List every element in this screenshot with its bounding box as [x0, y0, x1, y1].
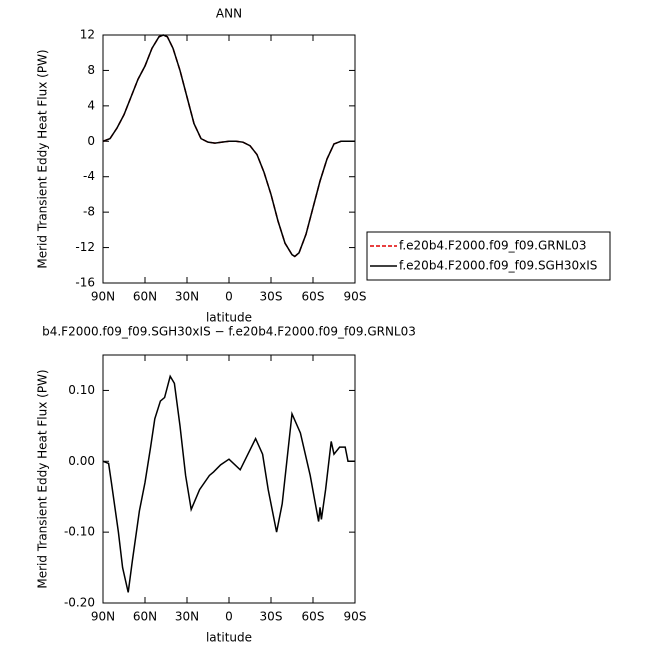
y-tick-label: 0: [87, 134, 95, 148]
x-tick-label: 60S: [302, 290, 325, 304]
x-tick-label: 30N: [175, 290, 199, 304]
x-tick-label: 30S: [260, 610, 283, 624]
legend-label: f.e20b4.F2000.f09_f09.SGH30xIS: [399, 259, 597, 273]
x-tick-label: 90S: [344, 610, 367, 624]
legend-label: f.e20b4.F2000.f09_f09.GRNL03: [399, 239, 587, 253]
chart-title: b4.F2000.f09_f09.SGH30xIS − f.e20b4.F200…: [42, 325, 416, 339]
x-tick-label: 60N: [133, 610, 157, 624]
x-tick-label: 60S: [302, 610, 325, 624]
y-tick-label: -16: [75, 276, 95, 290]
x-tick-label: 0: [225, 610, 233, 624]
x-tick-label: 90N: [91, 290, 115, 304]
x-tick-label: 90S: [344, 290, 367, 304]
x-axis-label: latitude: [206, 631, 252, 645]
y-tick-label: 8: [87, 63, 95, 77]
data-line: [102, 34, 355, 258]
y-tick-label: -12: [75, 240, 95, 254]
y-tick-label: -8: [83, 205, 95, 219]
y-tick-label: 0.10: [68, 383, 95, 397]
x-tick-label: 30S: [260, 290, 283, 304]
y-tick-label: 0.00: [68, 454, 95, 468]
y-axis-label: Merid Transient Eddy Heat Flux (PW): [36, 49, 50, 268]
y-tick-label: -0.10: [64, 525, 95, 539]
y-tick-label: 12: [80, 28, 95, 42]
x-tick-label: 90N: [91, 610, 115, 624]
x-axis-label: latitude: [206, 311, 252, 325]
legend-box: [366, 231, 611, 281]
plot-frame: [102, 354, 356, 604]
x-tick-label: 30N: [175, 610, 199, 624]
x-tick-label: 60N: [133, 290, 157, 304]
data-line: [102, 374, 355, 593]
data-line: [102, 34, 355, 258]
y-tick-label: -4: [83, 169, 95, 183]
y-axis-label: Merid Transient Eddy Heat Flux (PW): [36, 369, 50, 588]
y-tick-label: 4: [87, 98, 95, 112]
chart-title: ANN: [216, 7, 242, 21]
y-tick-label: -0.20: [64, 596, 95, 610]
plot-frame: [102, 34, 356, 284]
x-tick-label: 0: [225, 290, 233, 304]
